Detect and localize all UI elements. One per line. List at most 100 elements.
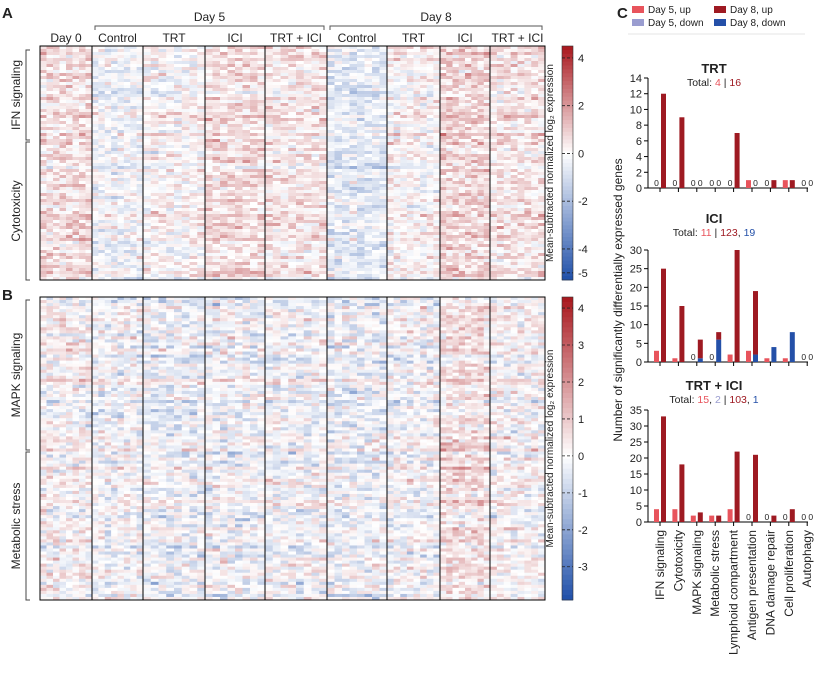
heatmap-cell [124,238,131,241]
heatmap-cell [484,121,491,124]
heatmap-cell [265,49,273,52]
heatmap-cell [143,136,151,139]
heatmap-cell [304,151,312,154]
heatmap-cell [166,268,174,271]
heatmap-cell [365,256,373,259]
heatmap-cell [357,259,365,262]
heatmap-cell [273,238,281,241]
heatmap-cell [380,79,388,82]
heatmap-cell [137,157,144,160]
heatmap-cell [205,169,213,172]
heatmap-cell [281,67,289,70]
heatmap-cell [124,55,131,58]
heatmap-cell [86,214,93,217]
heatmap-cell [304,154,312,157]
heatmap-cell [92,208,99,211]
heatmap-cell [86,268,93,271]
heatmap-cell [350,127,358,130]
heatmap-cell [273,214,281,217]
heatmap-cell [319,58,327,61]
heatmap-cell [258,265,266,268]
heatmap-cell [357,172,365,175]
heatmap-cell [372,205,380,208]
heatmap-cell [258,223,266,226]
heatmap-cell [296,103,304,106]
heatmap-cell [453,235,460,238]
heatmap-cell [220,130,228,133]
heatmap-cell [288,232,296,235]
heatmap-cell [111,79,118,82]
heatmap-cell [92,73,99,76]
heatmap-cell [143,118,151,121]
heatmap-cell [273,196,281,199]
heatmap-cell [380,97,388,100]
heatmap-cell [197,94,205,97]
heatmap-cell [243,247,251,250]
heatmap-cell [130,136,137,139]
heatmap-cell [60,82,67,85]
heatmap-cell [465,61,472,64]
heatmap-cell [420,100,427,103]
heatmap-cell [235,226,243,229]
heatmap-cell [400,253,407,256]
heatmap-cell [250,157,258,160]
heatmap-cell [53,217,60,220]
heatmap-cell [258,79,266,82]
heatmap-cell [190,73,198,76]
heatmap-cell [118,52,125,55]
heatmap-cell [73,241,80,244]
heatmap-cell [174,61,182,64]
heatmap-cell [478,223,485,226]
heatmap-cell [213,64,221,67]
heatmap-cell [427,238,434,241]
heatmap-cell [459,82,466,85]
heatmap-cell [111,226,118,229]
heatmap-cell [420,265,427,268]
heatmap-cell [273,151,281,154]
heatmap-cell [40,154,47,157]
heatmap-cell [159,208,167,211]
heatmap-cell [387,73,394,76]
heatmap-cell [190,160,198,163]
heatmap-cell [420,238,427,241]
heatmap-cell [372,241,380,244]
heatmap-cell [288,94,296,97]
heatmap-cell [427,232,434,235]
heatmap-cell [86,121,93,124]
heatmap-cell [335,202,343,205]
heatmap-cell [40,235,47,238]
heatmap-cell [86,154,93,157]
heatmap-cell [453,181,460,184]
heatmap-cell [446,97,453,100]
heatmap-cell [440,199,447,202]
heatmap-cell [130,130,137,133]
heatmap-cell [182,265,190,268]
heatmap-cell [433,241,440,244]
heatmap-cell [350,142,358,145]
heatmap-cell [130,127,137,130]
heatmap-cell [182,88,190,91]
heatmap-cell [335,142,343,145]
heatmap-cell [118,103,125,106]
heatmap-cell [213,202,221,205]
heatmap-cell [433,244,440,247]
heatmap-cell [400,181,407,184]
heatmap-cell [235,67,243,70]
heatmap-cell [459,223,466,226]
heatmap-cell [394,154,401,157]
heatmap-cell [342,184,350,187]
heatmap-cell [350,181,358,184]
heatmap-cell [484,130,491,133]
heatmap-cell [414,205,421,208]
heatmap-cell [250,100,258,103]
heatmap-cell [273,211,281,214]
heatmap-cell [380,157,388,160]
heatmap-cell [357,199,365,202]
heatmap-cell [258,124,266,127]
heatmap-cell [92,244,99,247]
heatmap-cell [258,118,266,121]
heatmap-cell [243,91,251,94]
heatmap-cell [380,148,388,151]
heatmap-cell [190,88,198,91]
heatmap-cell [159,187,167,190]
